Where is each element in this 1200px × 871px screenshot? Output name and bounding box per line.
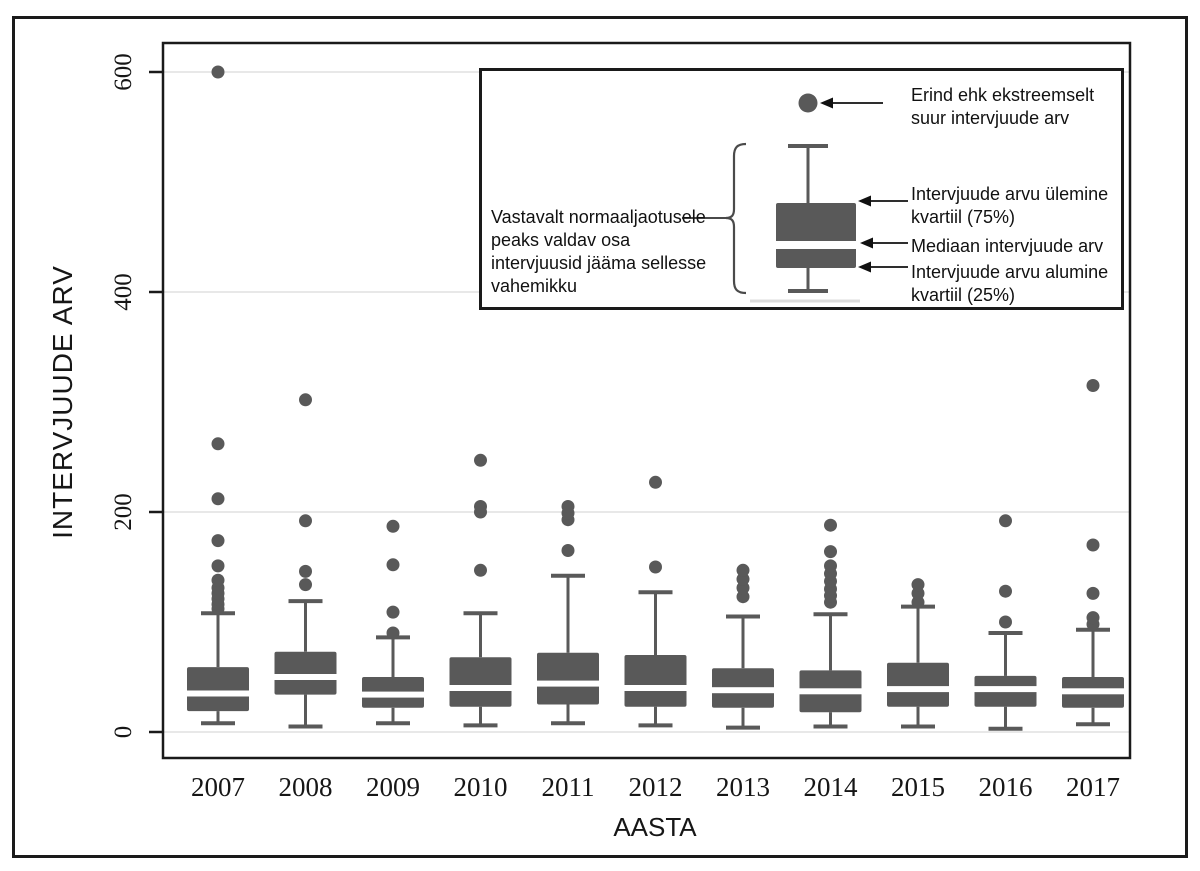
outlier-dot xyxy=(386,626,400,640)
box-2007 xyxy=(187,667,249,712)
outlier-dot xyxy=(999,584,1012,598)
outlier-dot xyxy=(561,500,575,513)
box xyxy=(776,203,856,268)
y-tick-label: 200 xyxy=(110,493,137,531)
median-line xyxy=(624,685,687,691)
arrow-head-icon xyxy=(820,97,833,109)
median-line xyxy=(449,685,512,691)
lower-quartile-label: Intervjuude arvu alumine kvartiil (25%) xyxy=(911,262,1109,305)
outlier-dot xyxy=(999,615,1012,629)
box-2008 xyxy=(274,651,337,695)
outlier-dot xyxy=(824,559,837,573)
median-line xyxy=(712,687,774,694)
example-boxplot xyxy=(776,93,856,293)
outlier-dot xyxy=(999,514,1012,528)
y-tick-label: 400 xyxy=(110,273,137,311)
figure-border xyxy=(12,16,1188,858)
y-axis-title: INTERVJUUDE ARV xyxy=(47,265,78,539)
outlier-dot xyxy=(474,563,487,577)
x-tick-label: 2014 xyxy=(804,772,859,802)
legend-callout-box: Erind ehk ekstreemselt suur intervjuude … xyxy=(479,68,1124,310)
box-2012 xyxy=(624,655,687,707)
arrow-head-icon xyxy=(858,195,871,207)
callout-arrows xyxy=(820,97,908,273)
outlier-dot xyxy=(386,519,400,533)
median-line xyxy=(187,690,249,697)
x-tick-label: 2017 xyxy=(1066,772,1120,802)
plot-frame xyxy=(161,41,1132,760)
x-tick-label: 2009 xyxy=(366,772,420,802)
callout-graphics xyxy=(682,93,908,303)
x-tick-label: 2011 xyxy=(542,772,595,802)
x-tick-label: 2015 xyxy=(891,772,945,802)
arrow-head-icon xyxy=(858,261,871,273)
outlier-dot xyxy=(299,514,312,528)
outlier-dot xyxy=(474,453,487,467)
outlier-explanation-label: Erind ehk ekstreemselt suur intervjuude … xyxy=(911,85,1095,128)
box-2015 xyxy=(887,662,949,707)
outlier-dot xyxy=(211,492,225,506)
outlier-dot xyxy=(824,518,837,532)
median-line xyxy=(887,686,949,693)
x-tick-label: 2010 xyxy=(454,772,508,802)
median-label: Mediaan intervjuude arv xyxy=(911,236,1104,256)
outlier-dot xyxy=(386,605,400,619)
outlier-dot xyxy=(211,65,225,79)
outlier-dot xyxy=(299,564,312,578)
median-line xyxy=(799,688,862,695)
outlier-dot xyxy=(1086,538,1100,552)
outlier-dot xyxy=(211,437,225,451)
outlier-dot xyxy=(561,544,575,557)
outlier-dot xyxy=(299,393,312,407)
median-line xyxy=(274,674,337,680)
box-2011 xyxy=(537,652,599,705)
median-line xyxy=(974,686,1037,693)
median-line xyxy=(776,241,856,249)
x-tick-label: 2007 xyxy=(191,772,245,802)
x-tick-label: 2016 xyxy=(979,772,1033,802)
outlier-dot xyxy=(211,559,225,573)
outlier-dot xyxy=(299,578,312,592)
median-line xyxy=(1062,688,1124,695)
outlier-dot xyxy=(1086,586,1100,600)
outlier-dot xyxy=(649,560,662,574)
outlier-dot xyxy=(211,573,225,587)
outlier-dot xyxy=(211,534,225,548)
x-tick-label: 2013 xyxy=(716,772,770,802)
median-line xyxy=(362,691,424,698)
brace-icon xyxy=(725,142,747,295)
x-tick-label: 2012 xyxy=(629,772,683,802)
median-line xyxy=(537,680,599,687)
outlier-dot xyxy=(736,563,750,577)
arrow-head-icon xyxy=(860,237,873,249)
outlier-dot xyxy=(824,545,837,559)
x-tick-label: 2008 xyxy=(279,772,333,802)
outlier-dot xyxy=(911,578,925,592)
y-tick-label: 600 xyxy=(110,53,137,91)
outlier-dot xyxy=(1086,379,1100,392)
outlier-dot xyxy=(649,475,662,489)
y-tick-label: 0 xyxy=(110,726,137,739)
normal-range-label: Vastavalt normaaljaotusele peaks valdav … xyxy=(491,207,707,296)
outlier-dot xyxy=(1086,611,1100,625)
box-2010 xyxy=(449,657,512,707)
outlier-dot xyxy=(798,93,818,113)
upper-quartile-label: Intervjuude arvu ülemine kvartiil (75%) xyxy=(911,184,1109,227)
x-axis-title: AASTA xyxy=(613,812,697,842)
outlier-dot xyxy=(386,558,400,572)
outlier-dot xyxy=(474,500,487,513)
